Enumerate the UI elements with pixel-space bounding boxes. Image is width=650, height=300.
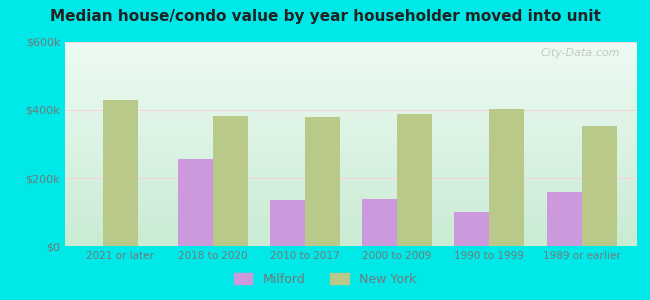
Legend: Milford, New York: Milford, New York [229,268,421,291]
Bar [213,116,248,246]
Bar [489,109,525,246]
Bar [305,118,340,246]
Bar [103,100,138,246]
Text: Median house/condo value by year householder moved into unit: Median house/condo value by year househo… [49,9,601,24]
Bar [177,159,213,246]
Text: City-Data.com: City-Data.com [540,48,620,58]
Bar [454,212,489,246]
Bar [397,114,432,246]
Bar [270,200,305,246]
Bar [362,199,397,246]
Bar [582,126,617,246]
Bar [547,192,582,246]
